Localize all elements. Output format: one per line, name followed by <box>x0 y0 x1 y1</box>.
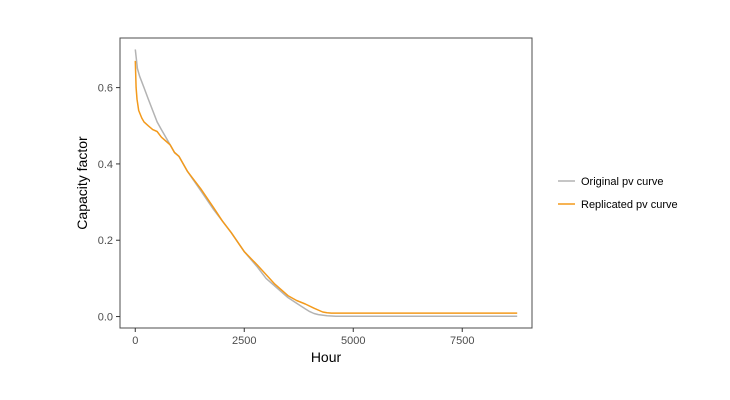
y-tick-label: 0.6 <box>98 83 113 95</box>
y-axis-title: Capacity factor <box>74 136 90 230</box>
y-tick-label: 0.4 <box>98 159 113 171</box>
x-axis-title: Hour <box>311 349 342 365</box>
plot-panel <box>119 37 533 329</box>
legend: Original pv curve Replicated pv curve <box>558 176 678 211</box>
y-tick-label: 0.2 <box>98 235 113 247</box>
x-tick-label: 2500 <box>232 335 256 347</box>
x-tick-label: 5000 <box>341 335 365 347</box>
series-layer <box>134 49 518 317</box>
x-tick-label: 7500 <box>450 335 474 347</box>
y-tick-label: 0.0 <box>98 312 113 324</box>
legend-label-original: Original pv curve <box>581 176 664 188</box>
legend-label-replicated: Replicated pv curve <box>581 199 678 211</box>
axis-ticks: 0 2500 5000 7500 0.0 0.2 0.4 0.6 <box>98 83 475 347</box>
x-tick-label: 0 <box>132 335 138 347</box>
series-line-replicated <box>134 60 518 314</box>
